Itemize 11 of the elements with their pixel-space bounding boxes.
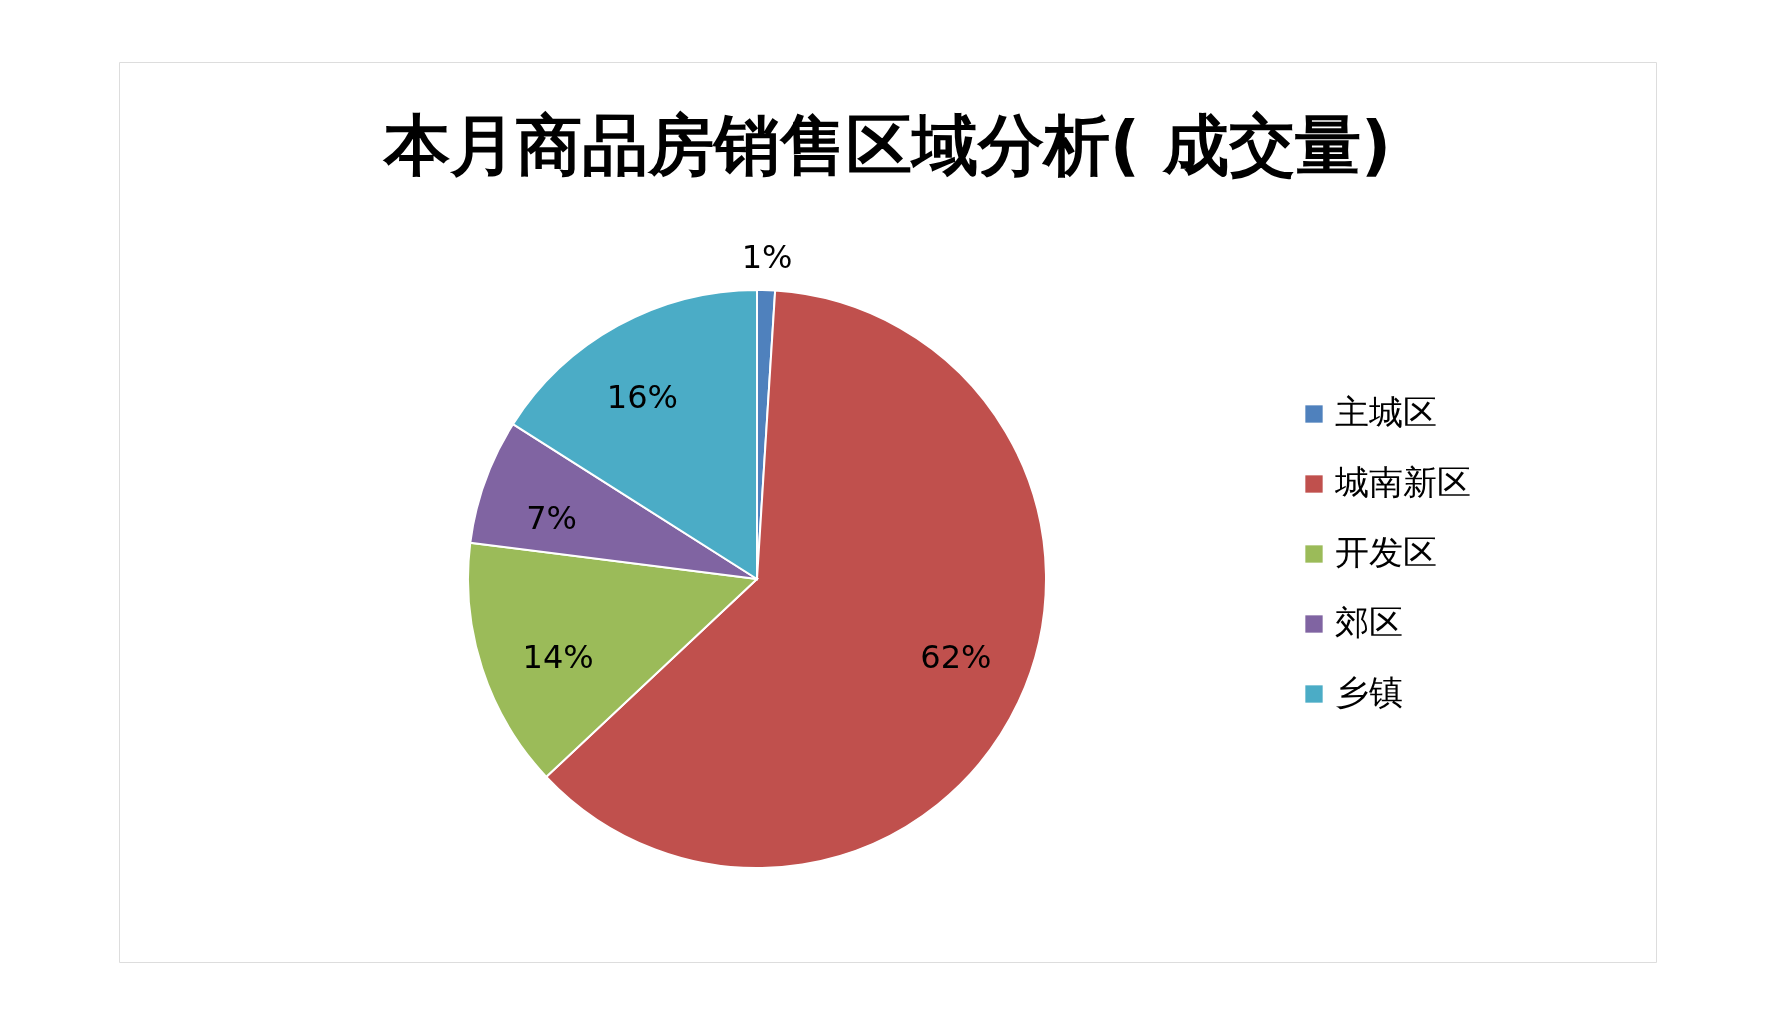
- legend-label: 乡镇: [1335, 672, 1403, 712]
- legend-label: 郊区: [1335, 602, 1403, 642]
- chart-title: 本月商品房销售区域分析( 成交量): [381, 107, 1392, 184]
- legend-label: 开发区: [1335, 532, 1437, 572]
- data-label: 62%: [920, 637, 992, 676]
- data-label: 1%: [741, 238, 793, 277]
- legend-label: 主城区: [1335, 392, 1437, 432]
- data-label: 16%: [606, 378, 678, 417]
- legend-label: 城南新区: [1334, 462, 1471, 502]
- data-label: 14%: [522, 637, 594, 676]
- data-label: 7%: [526, 499, 578, 538]
